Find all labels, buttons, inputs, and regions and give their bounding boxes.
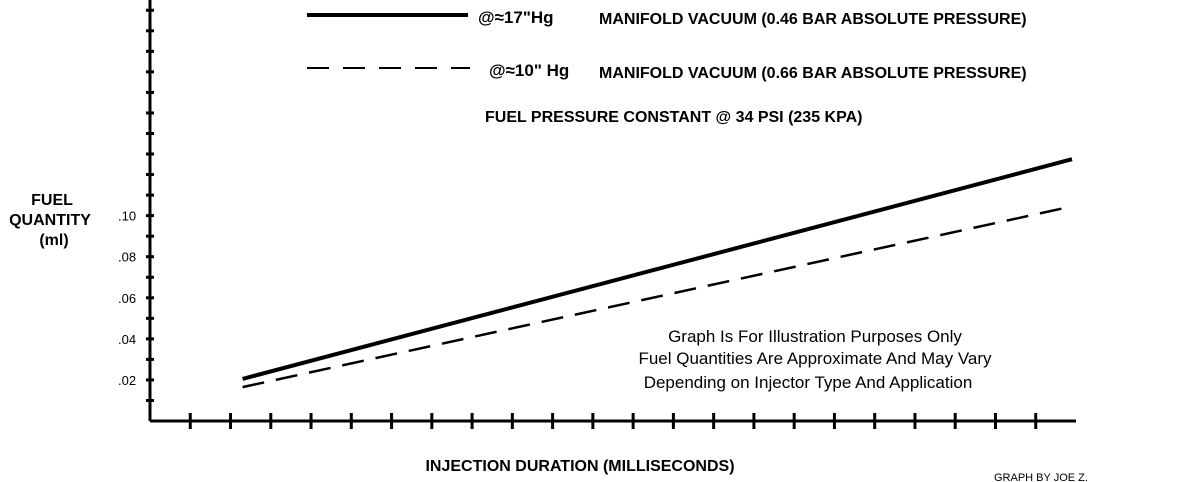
y-tick-label: .02 (118, 373, 136, 388)
y-tick-label: .06 (118, 291, 136, 306)
y-axis-label-line-3: (ml) (39, 232, 68, 249)
y-tick-label: .08 (118, 250, 136, 265)
annotation-note: Graph Is For Illustration Purposes Only … (638, 327, 992, 392)
y-axis-label-line-1: FUEL (31, 192, 73, 209)
legend-symbol-2: @≈10" Hg (489, 61, 569, 80)
x-axis-label: INJECTION DURATION (MILLISECONDS) (425, 458, 734, 475)
legend-symbol-1: @≈17"Hg (478, 8, 554, 27)
series-line-1-solid (242, 157, 1073, 381)
legend: @≈17"Hg MANIFOLD VACUUM (0.46 BAR ABSOLU… (307, 8, 1027, 82)
series-line-2-dashed (242, 205, 1073, 389)
legend-label-2: MANIFOLD VACUUM (0.66 BAR ABSOLUTE PRESS… (599, 65, 1027, 82)
y-axis-ticks: .02 .04 .06 .08 .10 (118, 8, 154, 402)
annotation-line-1: Graph Is For Illustration Purposes Only (668, 327, 962, 346)
axes (148, 0, 1076, 423)
y-tick-label: .10 (118, 209, 136, 224)
y-tick-label: .04 (118, 332, 136, 347)
legend-label-1: MANIFOLD VACUUM (0.46 BAR ABSOLUTE PRESS… (599, 11, 1027, 28)
credit-text: GRAPH BY JOE Z. (994, 472, 1088, 482)
y-axis-label-line-2: QUANTITY (9, 212, 91, 229)
annotation-line-2: Fuel Quantities Are Approximate And May … (638, 349, 992, 368)
x-axis-ticks (188, 413, 1038, 429)
chart-subtitle: FUEL PRESSURE CONSTANT @ 34 PSI (235 KPA… (485, 109, 862, 126)
annotation-line-3: Depending on Injector Type And Applicati… (644, 373, 973, 392)
y-axis-label: FUEL QUANTITY (ml) (9, 192, 91, 249)
series-group (242, 157, 1073, 389)
